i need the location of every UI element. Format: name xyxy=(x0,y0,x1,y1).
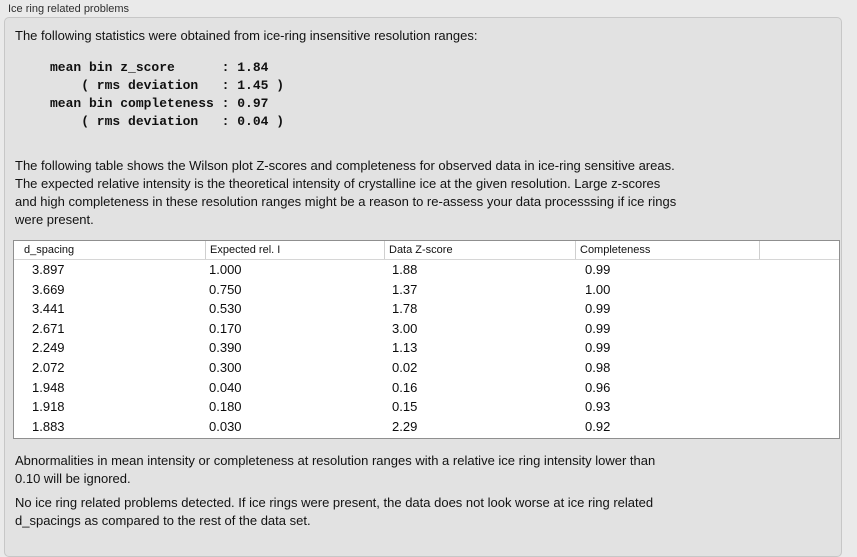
table-row[interactable]: 3.441 0.530 1.78 0.99 xyxy=(14,299,839,319)
cell-data-z-score: 3.00 xyxy=(392,320,418,336)
ignore-note-text: Abnormalities in mean intensity or compl… xyxy=(15,453,656,486)
cell-d-spacing: 2.072 xyxy=(32,359,65,375)
cell-empty xyxy=(759,397,839,417)
cell-d-spacing: 3.441 xyxy=(32,301,65,317)
cell-data-z-score: 1.37 xyxy=(392,281,418,297)
cell-completeness: 0.93 xyxy=(585,399,611,415)
cell-d-spacing: 2.249 xyxy=(32,340,65,356)
cell-expected-rel-i: 1.000 xyxy=(209,262,242,277)
cell-empty xyxy=(759,260,839,280)
cell-data-z-score: 0.16 xyxy=(392,379,418,395)
column-header-data-z-score[interactable]: Data Z-score xyxy=(384,241,575,259)
cell-empty xyxy=(759,358,839,378)
cell-d-spacing: 3.897 xyxy=(32,262,65,277)
table-header-row: d_spacing Expected rel. I Data Z-score C… xyxy=(14,241,839,260)
cell-completeness: 0.99 xyxy=(585,301,611,317)
column-header-empty xyxy=(759,241,839,259)
cell-expected-rel-i: 0.300 xyxy=(209,359,242,375)
cell-empty xyxy=(759,280,839,300)
cell-expected-rel-i: 0.180 xyxy=(209,399,242,415)
cell-data-z-score: 0.15 xyxy=(392,399,418,415)
cell-completeness: 0.99 xyxy=(585,262,611,277)
column-header-completeness[interactable]: Completeness xyxy=(575,241,759,259)
cell-completeness: 0.92 xyxy=(585,418,611,434)
column-header-d-spacing[interactable]: d_spacing xyxy=(24,244,75,256)
cell-empty xyxy=(759,378,839,398)
cell-d-spacing: 1.948 xyxy=(32,379,65,395)
column-header-expected-rel-i[interactable]: Expected rel. I xyxy=(205,241,384,259)
cell-empty xyxy=(759,417,839,437)
cell-empty xyxy=(759,338,839,358)
table-description-text: The following table shows the Wilson plo… xyxy=(15,158,677,227)
cell-d-spacing: 2.671 xyxy=(32,320,65,336)
cell-data-z-score: 1.78 xyxy=(392,301,418,317)
cell-completeness: 1.00 xyxy=(585,281,611,297)
table-row[interactable]: 2.671 0.170 3.00 0.99 xyxy=(14,319,839,339)
cell-expected-rel-i: 0.390 xyxy=(209,340,242,356)
ice-ring-statistics-block: mean bin z_score : 1.84 ( rms deviation … xyxy=(50,60,285,129)
table-body: 3.897 1.000 1.88 0.99 3.669 0.750 1.37 1… xyxy=(14,260,839,436)
cell-expected-rel-i: 0.750 xyxy=(209,281,242,297)
table-row[interactable]: 2.072 0.300 0.02 0.98 xyxy=(14,358,839,378)
cell-data-z-score: 1.88 xyxy=(392,262,418,277)
table-row[interactable]: 2.249 0.390 1.13 0.99 xyxy=(14,338,839,358)
cell-expected-rel-i: 0.170 xyxy=(209,320,242,336)
table-row[interactable]: 1.918 0.180 0.15 0.93 xyxy=(14,397,839,417)
cell-expected-rel-i: 0.530 xyxy=(209,301,242,317)
cell-d-spacing: 3.669 xyxy=(32,281,65,297)
cell-empty xyxy=(759,299,839,319)
ice-ring-groupbox: The following statistics were obtained f… xyxy=(4,17,842,557)
cell-d-spacing: 1.918 xyxy=(32,399,65,415)
cell-completeness: 0.99 xyxy=(585,340,611,356)
cell-data-z-score: 2.29 xyxy=(392,418,418,434)
table-row[interactable]: 3.669 0.750 1.37 1.00 xyxy=(14,280,839,300)
cell-data-z-score: 0.02 xyxy=(392,359,418,375)
cell-completeness: 0.96 xyxy=(585,379,611,395)
cell-completeness: 0.98 xyxy=(585,359,611,375)
cell-data-z-score: 1.13 xyxy=(392,340,418,356)
conclusion-text: No ice ring related problems detected. I… xyxy=(15,495,654,528)
cell-expected-rel-i: 0.030 xyxy=(209,418,242,434)
cell-empty xyxy=(759,319,839,339)
table-row[interactable]: 1.948 0.040 0.16 0.96 xyxy=(14,378,839,398)
cell-expected-rel-i: 0.040 xyxy=(209,379,242,395)
cell-d-spacing: 1.883 xyxy=(32,418,65,434)
ice-ring-table[interactable]: d_spacing Expected rel. I Data Z-score C… xyxy=(13,240,840,439)
cell-completeness: 0.99 xyxy=(585,320,611,336)
intro-text: The following statistics were obtained f… xyxy=(15,28,478,43)
table-row[interactable]: 3.897 1.000 1.88 0.99 xyxy=(14,260,839,280)
panel-title: Ice ring related problems xyxy=(8,3,130,15)
table-row[interactable]: 1.883 0.030 2.29 0.92 xyxy=(14,417,839,437)
